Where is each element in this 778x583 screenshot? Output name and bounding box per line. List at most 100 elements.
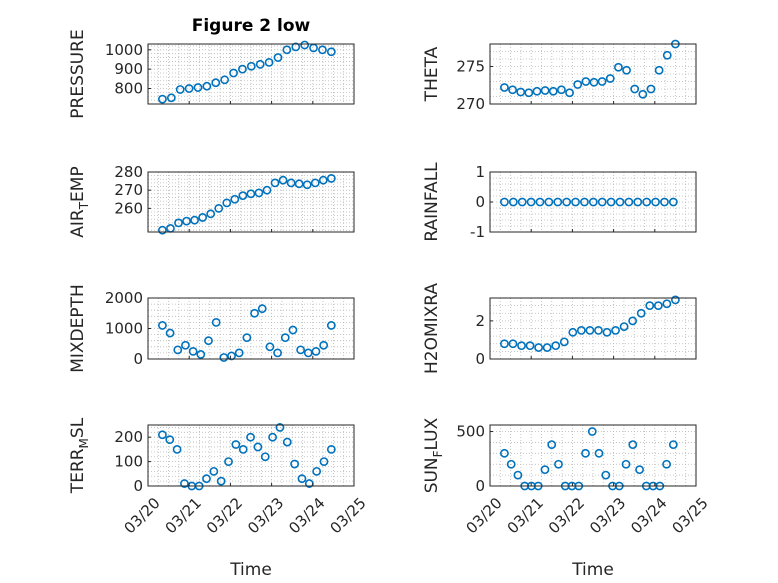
data-point — [214, 203, 224, 213]
data-point — [630, 84, 640, 94]
data-point — [580, 197, 589, 207]
data-point — [671, 295, 680, 305]
data-point — [318, 45, 327, 55]
data-point — [553, 197, 563, 207]
y-axis-label-subscript: F — [431, 450, 445, 457]
y-tick-label: 270 — [114, 181, 143, 199]
data-point — [202, 474, 211, 484]
data-point — [182, 216, 191, 226]
y-axis-label: AIRTEMP — [68, 166, 91, 237]
data-point — [158, 430, 167, 440]
data-point — [264, 57, 274, 67]
y-tick-label: 1000 — [105, 320, 143, 338]
data-point — [257, 304, 267, 314]
y-tick-label: 0 — [475, 350, 485, 368]
data-point — [524, 88, 534, 98]
y-tick-label: 900 — [114, 60, 143, 78]
data-point — [188, 346, 198, 356]
y-tick-label: 0 — [475, 477, 485, 495]
y-tick-label: 0 — [133, 350, 143, 368]
series-markers — [158, 304, 336, 362]
subplot-mixdepth: 0 1000 2000 MIXDEPTH — [68, 284, 355, 373]
data-point — [611, 326, 620, 335]
data-point — [238, 191, 248, 201]
data-point — [254, 188, 264, 198]
y-axis-label: PRESSURE — [68, 29, 88, 118]
data-point — [220, 75, 230, 85]
data-point — [222, 198, 232, 208]
y-axis-label-main: RAINFALL — [422, 162, 442, 242]
axes-frame — [489, 424, 697, 487]
data-point — [540, 465, 550, 475]
data-point — [548, 86, 558, 96]
y-tick-label: 270 — [456, 95, 485, 113]
data-point — [585, 326, 595, 335]
y-tick-label: 1 — [475, 163, 485, 181]
grid-lines — [147, 171, 355, 232]
data-point — [513, 470, 523, 480]
data-point — [506, 459, 516, 469]
y-tick-label: 0 — [133, 477, 143, 495]
data-point — [302, 180, 312, 190]
data-point — [318, 175, 328, 185]
data-point — [624, 197, 634, 207]
data-point — [525, 341, 535, 351]
data-point — [172, 444, 182, 454]
axes-frame — [147, 424, 355, 487]
data-point — [198, 213, 208, 222]
y-axis-label-main: H2OMIXRA — [422, 283, 442, 374]
data-point — [196, 350, 206, 359]
data-point — [165, 328, 175, 338]
data-point — [547, 440, 557, 450]
grid-lines — [489, 171, 697, 233]
data-point — [517, 341, 526, 351]
data-point — [554, 459, 563, 469]
data-point — [250, 308, 259, 318]
y-axis-label-subscript: T — [77, 201, 91, 210]
y-axis-label-main: AIR — [68, 209, 88, 238]
subplot-rainfall: -1 0 1 RAINFALL — [422, 162, 697, 242]
axes-frame — [147, 171, 355, 233]
data-point — [551, 341, 561, 351]
data-point — [653, 301, 663, 311]
data-point — [628, 316, 638, 326]
data-point — [568, 327, 578, 337]
y-axis-label-main: PRESSURE — [68, 29, 88, 118]
data-point — [206, 209, 216, 219]
y-tick-label: 2 — [475, 312, 485, 330]
data-point — [268, 432, 277, 442]
data-point — [180, 479, 189, 488]
x-axis-label-right: Time — [571, 560, 614, 580]
data-point — [636, 308, 646, 318]
data-point — [500, 197, 509, 207]
grid-lines — [489, 425, 697, 487]
data-point — [621, 459, 631, 469]
axes-frame — [489, 43, 697, 105]
data-point — [297, 474, 307, 484]
data-point — [278, 175, 288, 185]
data-point — [660, 197, 669, 207]
data-point — [326, 444, 336, 454]
data-point — [540, 86, 550, 95]
y-axis-label: MIXDEPTH — [68, 284, 88, 373]
y-tick-label: 2000 — [105, 289, 143, 307]
data-point — [253, 442, 263, 452]
data-point — [173, 345, 183, 355]
series-markers — [500, 295, 680, 352]
y-axis-label: H2OMIXRA — [422, 283, 442, 374]
series-markers — [500, 197, 678, 207]
data-point — [615, 197, 625, 207]
y-axis-label: THETA — [422, 46, 442, 102]
y-tick-label: 500 — [456, 423, 485, 441]
data-point — [273, 53, 283, 62]
data-point — [589, 77, 599, 87]
data-point — [535, 197, 545, 207]
data-point — [622, 65, 631, 75]
data-point — [202, 81, 212, 91]
data-point — [300, 40, 310, 50]
data-point — [175, 85, 185, 94]
subplot-h2omixra: 0 2 H2OMIXRA — [422, 283, 697, 374]
data-point — [614, 62, 623, 72]
